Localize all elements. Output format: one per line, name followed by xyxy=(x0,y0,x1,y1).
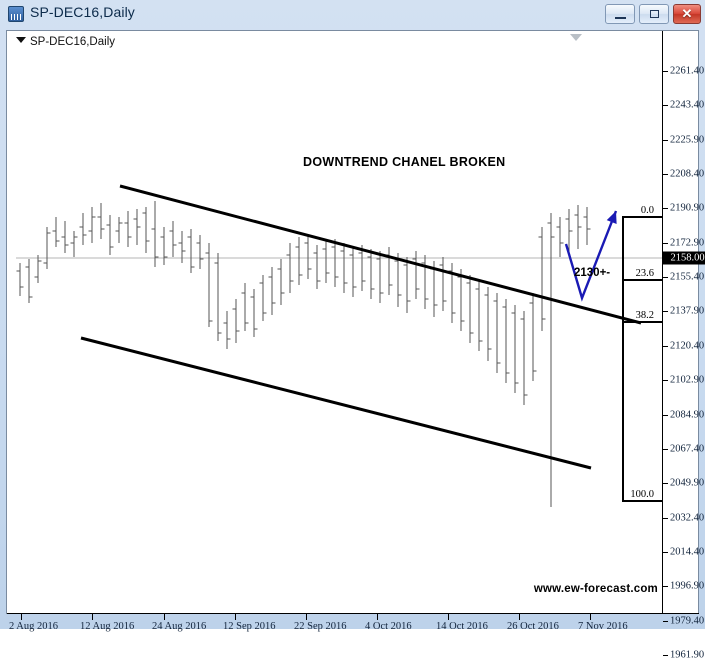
price-axis-tick xyxy=(663,174,668,176)
forecast-arrow xyxy=(564,210,618,302)
price-axis-label: 2049.90 xyxy=(670,477,705,489)
upper-trendline xyxy=(119,184,642,325)
price-plot-area[interactable] xyxy=(16,53,662,616)
date-axis-tick xyxy=(92,614,93,620)
price-axis-label: 2172.90 xyxy=(670,237,705,249)
date-axis-tick xyxy=(448,614,449,620)
chart-window-icon xyxy=(8,6,24,22)
date-axis-label: 2 Aug 2016 xyxy=(9,621,59,632)
chart-symbol-header[interactable]: SP-DEC16,Daily xyxy=(16,36,115,48)
fibonacci-retracement xyxy=(622,216,662,502)
lower-trendline xyxy=(80,336,592,470)
date-axis-label: 26 Oct 2016 xyxy=(507,621,559,632)
price-axis-tick xyxy=(663,620,668,622)
price-axis-label: 2120.40 xyxy=(670,340,705,352)
price-axis-tick xyxy=(663,517,668,519)
fibonacci-level-label: 0.0 xyxy=(640,205,654,216)
price-axis-tick xyxy=(663,71,668,72)
date-axis-label: 4 Oct 2016 xyxy=(365,621,412,632)
date-axis-tick xyxy=(590,614,591,620)
date-axis-label: 12 Sep 2016 xyxy=(223,621,276,632)
date-axis-tick xyxy=(164,614,165,620)
price-axis-tick xyxy=(663,380,668,382)
price-axis-label: 1961.90 xyxy=(670,649,705,660)
price-axis-tick xyxy=(663,448,668,450)
window-title-bar: SP-DEC16,Daily ✕ xyxy=(0,0,705,28)
chart-symbol-label: SP-DEC16,Daily xyxy=(30,36,115,48)
window-title: SP-DEC16,Daily xyxy=(30,4,135,20)
maximize-button[interactable] xyxy=(639,4,669,24)
price-axis-label: 1996.90 xyxy=(670,580,705,592)
date-axis[interactable]: 2 Aug 2016 12 Aug 2016 24 Aug 2016 12 Sep 2… xyxy=(7,613,699,636)
price-axis-label: 2032.40 xyxy=(670,512,705,524)
chevron-down-icon[interactable] xyxy=(16,37,26,43)
price-axis-tick xyxy=(663,483,668,485)
price-axis-tick xyxy=(663,654,668,656)
close-button[interactable]: ✕ xyxy=(673,4,701,24)
price-axis-tick xyxy=(663,139,668,141)
annotation-headline: DOWNTREND CHANEL BROKEN xyxy=(303,155,506,169)
price-axis-tick xyxy=(663,208,668,210)
price-axis-tick xyxy=(663,586,668,588)
current-price-tag: 2158.00 xyxy=(663,251,705,265)
price-axis-label: 2155.40 xyxy=(670,271,705,283)
ohlc-bar-series xyxy=(16,201,591,507)
fibonacci-level-label: 38.2 xyxy=(635,310,654,321)
price-axis-label: 2261.40 xyxy=(670,65,705,77)
price-axis-label: 2102.90 xyxy=(670,374,705,386)
price-axis-tick xyxy=(663,311,668,313)
date-axis-tick xyxy=(21,614,22,620)
price-axis-tick xyxy=(663,277,668,279)
price-axis[interactable]: 2261.40 2243.40 2225.90 2208.40 2190.90 2172.… xyxy=(662,31,704,660)
date-axis-label: 22 Sep 2016 xyxy=(294,621,347,632)
date-axis-label: 7 Nov 2016 xyxy=(578,621,628,632)
price-axis-tick xyxy=(663,414,668,416)
chart-frame: SP-DEC16,Daily 2261.40 2243.40 2225.90 2208… xyxy=(6,30,705,660)
price-axis-label: 2243.40 xyxy=(670,99,705,111)
price-axis-label: 2084.90 xyxy=(670,409,705,420)
price-axis-label: 2208.40 xyxy=(670,168,705,180)
date-axis-tick xyxy=(306,614,307,620)
price-axis-tick xyxy=(663,242,668,244)
date-axis-label: 14 Oct 2016 xyxy=(436,621,488,632)
annotation-target-level: 2130+- xyxy=(574,267,611,279)
price-axis-label: 2225.90 xyxy=(670,134,705,146)
fibonacci-level-label: 100.0 xyxy=(630,489,654,500)
fibonacci-level-label: 23.6 xyxy=(635,268,654,279)
date-axis-label: 24 Aug 2016 xyxy=(152,621,207,632)
price-axis-label: 1979.40 xyxy=(670,615,705,627)
minimize-button[interactable] xyxy=(605,4,635,24)
date-axis-tick xyxy=(519,614,520,620)
price-axis-label: 2014.40 xyxy=(670,546,705,558)
price-axis-label: 2190.90 xyxy=(670,202,705,214)
collapse-panel-icon[interactable] xyxy=(570,34,582,41)
price-axis-tick xyxy=(663,551,668,553)
watermark-label: www.ew-forecast.com xyxy=(533,583,658,595)
close-icon: ✕ xyxy=(681,6,693,21)
date-axis-tick xyxy=(235,614,236,620)
price-axis-label: 2137.90 xyxy=(670,305,705,317)
price-axis-tick xyxy=(663,345,668,347)
price-axis-tick xyxy=(663,105,668,107)
price-axis-label: 2067.40 xyxy=(670,443,705,455)
date-axis-label: 12 Aug 2016 xyxy=(80,621,135,632)
date-axis-tick xyxy=(377,614,378,620)
price-chart-svg xyxy=(16,184,662,507)
